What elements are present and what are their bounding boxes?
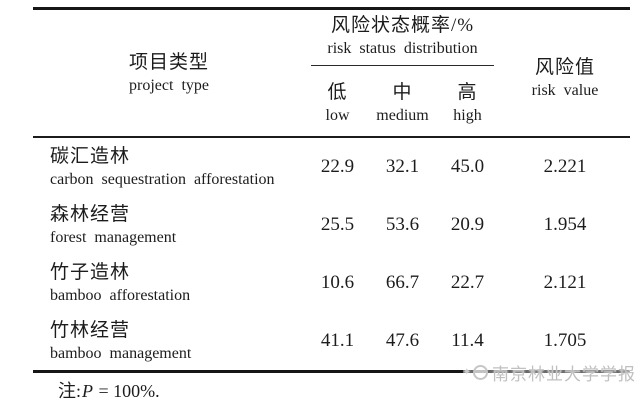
spanner-rule (311, 65, 494, 66)
journal-logo-icon (473, 365, 488, 380)
cell-high: 20.9 (450, 214, 485, 235)
header-low-zh: 低 (327, 82, 348, 103)
cell-medium: 32.1 (385, 156, 420, 177)
row-label-zh: 竹林经营 (50, 319, 131, 341)
cell-low: 10.6 (320, 272, 355, 293)
cell-risk-value: 2.121 (543, 272, 587, 293)
journal-watermark: ✦ 南京林业大学学报 (462, 360, 636, 385)
header-risk-value: 风险值 risk value (500, 10, 630, 136)
row-label-en: bamboo management (50, 344, 192, 362)
header-separator-rule (33, 136, 630, 138)
header-project-type-zh: 项目类型 (128, 51, 209, 73)
header-medium-zh: 中 (392, 82, 413, 103)
row-label-en: carbon sequestration afforestation (50, 170, 275, 188)
table-row: 碳汇造林 carbon sequestration afforestation … (33, 138, 630, 196)
row-label-en: forest management (50, 228, 177, 246)
row-label-zh: 碳汇造林 (50, 145, 131, 167)
header-col-low: 低 low (305, 80, 370, 127)
header-high-zh: 高 (457, 82, 478, 103)
row-label-zh: 森林经营 (50, 203, 131, 225)
note-rest: = 100%. (94, 381, 160, 401)
note-prefix: 注: (58, 381, 82, 401)
row-label: 碳汇造林 carbon sequestration afforestation (33, 144, 305, 191)
cell-low: 41.1 (320, 330, 355, 351)
table-row: 竹林经营 bamboo management 41.1 47.6 11.4 1.… (33, 312, 630, 370)
header-risk-value-en: risk value (531, 81, 599, 99)
header-project-type: 项目类型 project type (33, 10, 305, 136)
sparkle-icon: ✦ (462, 367, 472, 378)
table-body: 碳汇造林 carbon sequestration afforestation … (33, 138, 630, 370)
cell-high: 45.0 (450, 156, 485, 177)
cell-medium: 47.6 (385, 330, 420, 351)
row-label: 竹林经营 bamboo management (33, 318, 305, 365)
header-medium-en: medium (376, 107, 429, 124)
table-bottom-rule (33, 370, 630, 373)
header-col-medium: 中 medium (370, 80, 435, 127)
table-row: 森林经营 forest management 25.5 53.6 20.9 1.… (33, 196, 630, 254)
cell-risk-value: 1.705 (543, 330, 587, 351)
note-variable: P (82, 381, 94, 401)
table-note: 注:P = 100%. (58, 377, 160, 403)
header-low-en: low (325, 107, 350, 124)
header-risk-status-group: 风险状态概率/% risk status distribution 低 low … (305, 10, 500, 136)
header-col-high: 高 high (435, 80, 500, 127)
row-label-zh: 竹子造林 (50, 261, 131, 283)
header-spanner-en: risk status distribution (327, 40, 478, 57)
journal-watermark-text: 南京林业大学学报 (492, 365, 636, 384)
header-high-en: high (453, 107, 482, 124)
table-header: 项目类型 project type 风险状态概率/% risk status d… (33, 10, 630, 136)
cell-medium: 53.6 (385, 214, 420, 235)
cell-high: 11.4 (451, 330, 484, 351)
row-label-en: bamboo afforestation (50, 286, 191, 304)
cell-high: 22.7 (450, 272, 485, 293)
header-risk-value-zh: 风险值 (534, 56, 595, 78)
cell-risk-value: 1.954 (543, 214, 587, 235)
risk-table: 项目类型 project type 风险状态概率/% risk status d… (33, 7, 630, 373)
row-label: 森林经营 forest management (33, 202, 305, 249)
header-subcolumns: 低 low 中 medium 高 high (305, 80, 500, 127)
header-project-type-en: project type (129, 76, 209, 94)
header-spanner-zh: 风险状态概率/% (330, 15, 475, 36)
cell-low: 22.9 (320, 156, 355, 177)
cell-risk-value: 2.221 (543, 156, 587, 177)
cell-medium: 66.7 (385, 272, 420, 293)
row-label: 竹子造林 bamboo afforestation (33, 260, 305, 307)
table-top-rule (33, 7, 630, 10)
table-row: 竹子造林 bamboo afforestation 10.6 66.7 22.7… (33, 254, 630, 312)
cell-low: 25.5 (320, 214, 355, 235)
